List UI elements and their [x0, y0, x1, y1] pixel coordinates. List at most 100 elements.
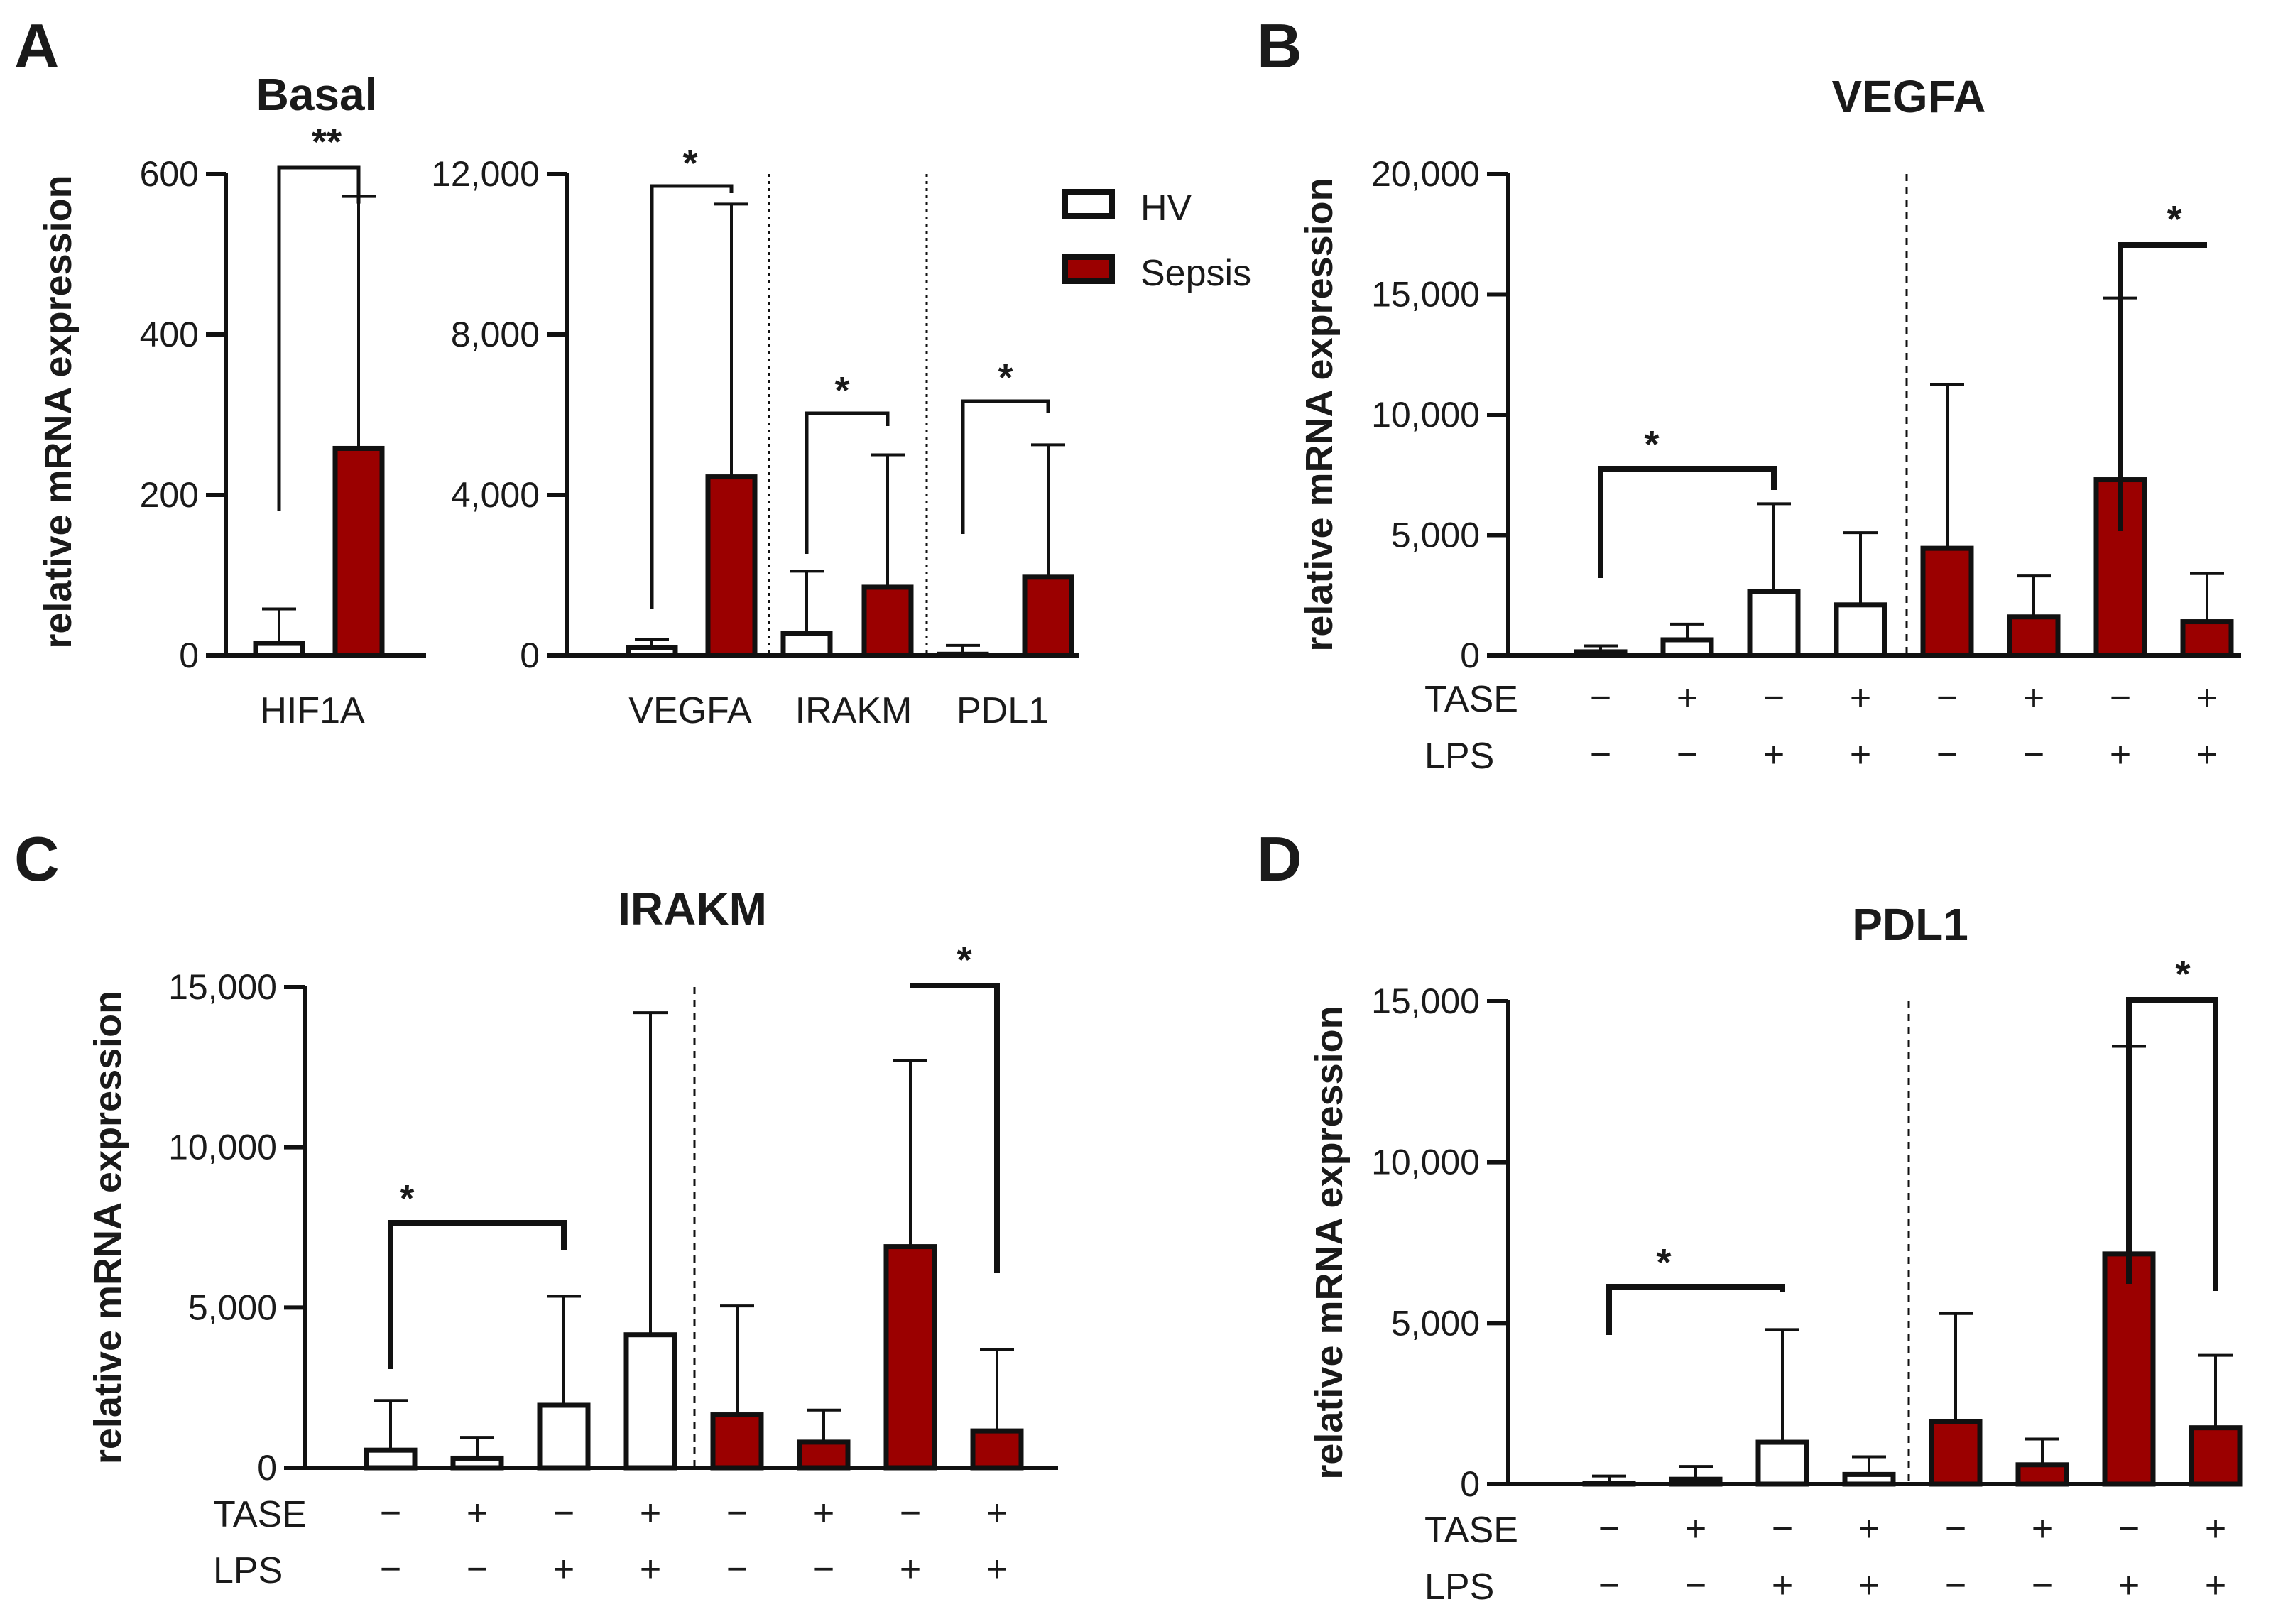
- significance-label: *: [957, 939, 971, 981]
- y-tick-label: 5,000: [188, 1287, 277, 1327]
- significance-bracket: [2118, 242, 2207, 531]
- tase-sign: +: [2205, 1508, 2226, 1549]
- bar-hv-4: [1834, 602, 1887, 658]
- tase-sign: +: [813, 1493, 834, 1534]
- y-tick-label: 0: [520, 636, 540, 675]
- chart-title: VEGFA: [1832, 71, 1986, 122]
- panel-letter-c: C: [14, 824, 60, 894]
- bar-sepsis-6: [2015, 1462, 2069, 1487]
- lps-sign: −: [2023, 734, 2044, 775]
- legend-swatch-hv: [1062, 189, 1115, 219]
- chart-title: Basal: [256, 69, 378, 120]
- y-tick-label: 5,000: [1391, 516, 1480, 555]
- y-tick-label: 0: [179, 636, 199, 675]
- lps-sign: +: [2196, 734, 2218, 775]
- bar-hv-hif1a: [253, 641, 305, 658]
- bar-hv-3: [1755, 1439, 1809, 1487]
- category-label: PDL1: [957, 690, 1049, 731]
- tase-sign: −: [900, 1493, 921, 1534]
- panel-letter-b: B: [1257, 11, 1302, 81]
- lps-sign: −: [1945, 1565, 1966, 1606]
- y-tick-label: 200: [140, 475, 199, 515]
- tase-sign: −: [1936, 677, 1958, 719]
- bar-sepsis-6: [2007, 614, 2061, 658]
- y-tick-label: 10,000: [168, 1128, 277, 1167]
- panel-letter-d: D: [1257, 824, 1302, 894]
- bar-hv-2: [450, 1455, 504, 1471]
- lps-sign: +: [553, 1549, 574, 1590]
- bar-sepsis-hif1a: [332, 445, 385, 658]
- y-tick-label: 15,000: [168, 967, 277, 1007]
- bar-sepsis-8: [2189, 1425, 2243, 1487]
- tase-sign: −: [380, 1493, 401, 1534]
- tase-sign: +: [1858, 1508, 1880, 1549]
- lps-sign: −: [1590, 734, 1611, 775]
- bar-hv-1: [364, 1447, 418, 1471]
- tase-sign: +: [640, 1493, 661, 1534]
- bar-hv-3: [537, 1402, 591, 1471]
- condition-label-lps: LPS: [1424, 1566, 1494, 1608]
- tase-sign: −: [553, 1493, 574, 1534]
- tase-sign: +: [467, 1493, 488, 1534]
- tase-sign: +: [986, 1493, 1008, 1534]
- condition-label-lps: LPS: [1424, 736, 1494, 777]
- tase-sign: +: [1685, 1508, 1706, 1549]
- y-tick-label: 20,000: [1371, 154, 1480, 194]
- legend-swatch-sepsis: [1062, 254, 1115, 284]
- tase-sign: −: [1772, 1508, 1793, 1549]
- significance-bracket: [2126, 997, 2218, 1291]
- significance-label: *: [834, 369, 849, 412]
- lps-sign: −: [1685, 1565, 1706, 1606]
- tase-sign: −: [1763, 677, 1785, 719]
- tase-sign: −: [2118, 1508, 2140, 1549]
- bar-sepsis-vegfa: [705, 474, 758, 658]
- bar-sepsis-5: [710, 1412, 764, 1471]
- bar-hv-4: [1842, 1471, 1896, 1487]
- lps-sign: +: [986, 1549, 1008, 1590]
- significance-label: **: [312, 121, 342, 163]
- y-tick-label: 15,000: [1371, 981, 1480, 1021]
- lps-sign: +: [1858, 1565, 1880, 1606]
- condition-label-lps: LPS: [213, 1550, 283, 1591]
- category-label: VEGFA: [628, 690, 752, 731]
- bar-sepsis-7: [2102, 1251, 2156, 1487]
- y-tick-label: 8,000: [451, 315, 540, 354]
- legend-label: HV: [1140, 187, 1192, 229]
- significance-label: *: [399, 1177, 414, 1220]
- significance-label: *: [2175, 953, 2190, 996]
- bar-sepsis-pdl1: [1022, 574, 1074, 658]
- tase-sign: +: [2032, 1508, 2053, 1549]
- significance-bracket: [910, 983, 1000, 1273]
- lps-sign: +: [2205, 1565, 2226, 1606]
- lps-sign: −: [726, 1549, 748, 1590]
- bar-sepsis-8: [970, 1428, 1024, 1471]
- lps-sign: −: [380, 1549, 401, 1590]
- bar-sepsis-8: [2180, 619, 2234, 658]
- tase-sign: −: [2110, 677, 2131, 719]
- significance-label: *: [2167, 198, 2181, 241]
- tase-sign: +: [2023, 677, 2044, 719]
- y-tick-label: 0: [257, 1448, 277, 1488]
- condition-label-tase: TASE: [1424, 679, 1518, 720]
- category-label: HIF1A: [260, 690, 365, 731]
- y-axis-label: relative mRNA expression: [1298, 178, 1341, 651]
- tase-sign: −: [726, 1493, 748, 1534]
- bar-hv-2: [1660, 637, 1714, 658]
- significance-label: *: [682, 142, 697, 185]
- bar-hv-2: [1669, 1476, 1723, 1487]
- lps-sign: +: [2118, 1565, 2140, 1606]
- significance-bracket: [1606, 1284, 1785, 1335]
- significance-bracket: [388, 1220, 567, 1369]
- y-axis-label: relative mRNA expression: [1308, 1006, 1351, 1479]
- bar-hv-1: [1582, 1481, 1636, 1487]
- lps-sign: +: [1763, 734, 1785, 775]
- significance-bracket: [805, 411, 890, 554]
- y-tick-label: 4,000: [451, 475, 540, 515]
- bar-sepsis-6: [797, 1439, 851, 1471]
- significance-bracket: [277, 165, 361, 511]
- y-axis-label: relative mRNA expression: [87, 991, 129, 1464]
- bar-hv-3: [1747, 589, 1801, 658]
- panel-letter-a: A: [14, 11, 60, 81]
- lps-sign: −: [1598, 1565, 1620, 1606]
